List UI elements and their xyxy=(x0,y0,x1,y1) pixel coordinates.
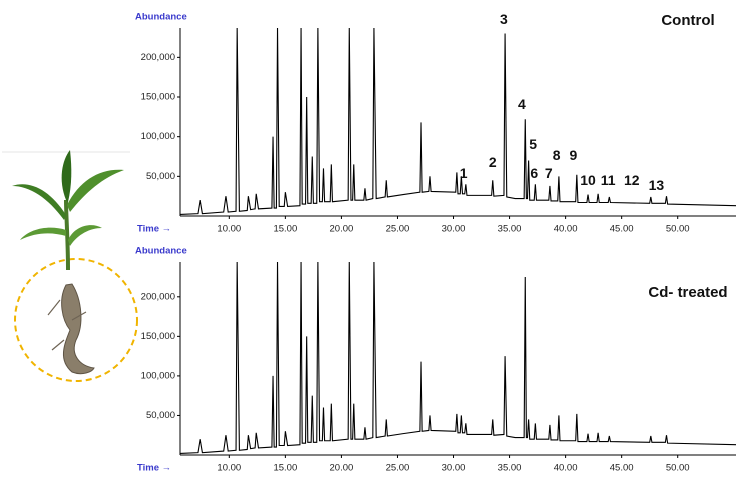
x-tick-label: 30.00 xyxy=(442,224,466,235)
x-tick-label: 30.00 xyxy=(442,463,466,474)
x-axis-label: Time → xyxy=(137,224,171,235)
peak-label: 6 xyxy=(530,165,538,181)
peak-label: 11 xyxy=(601,172,616,188)
x-tick-label: 15.00 xyxy=(273,463,297,474)
peak-label: 10 xyxy=(580,172,596,188)
y-tick-label: 150,000 xyxy=(141,331,175,342)
peak-label: 2 xyxy=(489,154,497,170)
y-tick-label: 50,000 xyxy=(146,171,175,182)
y-tick-label: 200,000 xyxy=(141,52,175,63)
peak-label: 1 xyxy=(460,165,468,181)
y-tick-label: 100,000 xyxy=(141,131,175,142)
x-tick-label: 50.00 xyxy=(666,224,690,235)
x-axis-label: Time → xyxy=(137,463,171,474)
peak-label: 9 xyxy=(570,147,578,163)
x-tick-label: 25.00 xyxy=(386,463,410,474)
x-tick-label: 10.00 xyxy=(217,463,241,474)
panel-title: Control xyxy=(661,12,714,29)
x-tick-label: 20.00 xyxy=(330,224,354,235)
x-tick-label: 25.00 xyxy=(386,224,410,235)
y-tick-label: 100,000 xyxy=(141,370,175,381)
x-tick-label: 35.00 xyxy=(498,463,522,474)
x-tick-label: 40.00 xyxy=(554,224,578,235)
x-tick-label: 15.00 xyxy=(273,224,297,235)
chromatogram-line xyxy=(180,28,736,215)
peak-label: 3 xyxy=(500,11,508,27)
x-tick-label: 35.00 xyxy=(498,224,522,235)
x-tick-label: 45.00 xyxy=(610,463,634,474)
x-tick-label: 50.00 xyxy=(666,463,690,474)
peak-label: 12 xyxy=(624,172,640,188)
x-tick-label: 20.00 xyxy=(330,463,354,474)
y-axis-label: Abundance xyxy=(135,246,187,257)
y-tick-label: 150,000 xyxy=(141,92,175,103)
y-tick-label: 50,000 xyxy=(146,410,175,421)
y-axis-label: Abundance xyxy=(135,12,187,23)
x-tick-label: 40.00 xyxy=(554,463,578,474)
peak-label: 4 xyxy=(518,96,526,112)
peak-label: 8 xyxy=(553,147,561,163)
peak-label: 7 xyxy=(545,165,553,181)
panel-title: Cd- treated xyxy=(648,284,727,301)
x-tick-label: 10.00 xyxy=(217,224,241,235)
plant-illustration xyxy=(2,150,138,382)
chromatogram-line xyxy=(180,262,736,454)
peak-label: 5 xyxy=(529,136,537,152)
peak-label: 13 xyxy=(649,177,665,193)
x-tick-label: 45.00 xyxy=(610,224,634,235)
y-tick-label: 200,000 xyxy=(141,291,175,302)
